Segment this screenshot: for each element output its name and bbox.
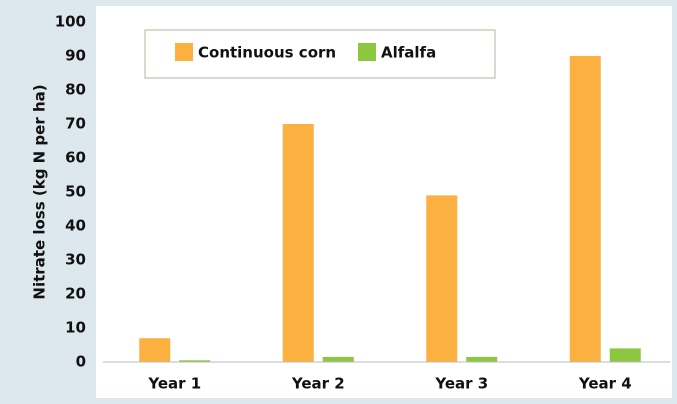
bar	[322, 356, 354, 362]
x-tick-label: Year 1	[147, 375, 201, 393]
y-tick-label: 0	[76, 353, 86, 371]
x-tick-label: Year 3	[434, 375, 488, 393]
y-tick-label: 50	[65, 183, 86, 201]
x-tick-label: Year 2	[291, 375, 345, 393]
y-tick-label: 90	[65, 47, 86, 65]
y-tick-label: 70	[65, 115, 86, 133]
legend-label: Alfalfa	[381, 44, 436, 62]
y-tick-label: 60	[65, 149, 86, 167]
x-tick-label: Year 4	[578, 375, 632, 393]
y-tick-label: 20	[65, 285, 86, 303]
legend-label: Continuous corn	[198, 44, 336, 62]
y-axis-label: Nitrate loss (kg N per ha)	[31, 84, 49, 299]
legend-swatch	[358, 43, 376, 61]
bar	[569, 56, 601, 362]
bar	[609, 348, 641, 362]
y-tick-label: 30	[65, 251, 86, 269]
y-tick-label: 40	[65, 217, 86, 235]
y-tick-label: 10	[65, 319, 86, 337]
bar	[426, 195, 458, 362]
y-tick-label: 100	[55, 13, 86, 31]
bar	[466, 356, 498, 362]
y-tick-label: 80	[65, 81, 86, 99]
bar	[179, 360, 211, 362]
legend-box	[144, 29, 496, 79]
bar	[139, 338, 171, 362]
bar	[282, 124, 314, 362]
legend-swatch	[175, 43, 193, 61]
